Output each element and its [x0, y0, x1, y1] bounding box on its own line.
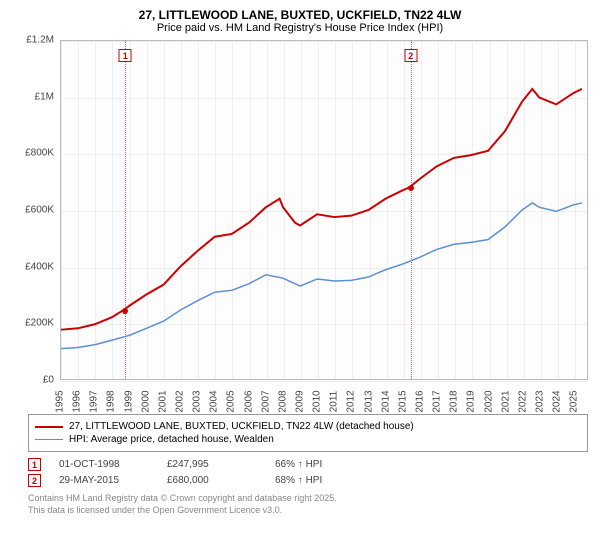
x-tick-label: 2009: [295, 390, 306, 412]
event-delta: 66% ↑ HPI: [275, 459, 365, 470]
chart-subtitle: Price paid vs. HM Land Registry's House …: [10, 22, 590, 34]
x-tick-label: 2005: [226, 390, 237, 412]
event-date: 01-OCT-1998: [59, 459, 149, 470]
x-tick-label: 1997: [89, 390, 100, 412]
legend: 27, LITTLEWOOD LANE, BUXTED, UCKFIELD, T…: [28, 414, 588, 452]
x-tick-label: 2024: [552, 390, 563, 412]
event-price: £680,000: [167, 475, 257, 486]
event-point: [408, 185, 414, 191]
event-table: 1 01-OCT-1998 £247,995 66% ↑ HPI 2 29-MAY-201…: [28, 458, 588, 487]
x-tick-label: 2002: [175, 390, 186, 412]
x-tick-label: 2006: [243, 390, 254, 412]
x-tick-label: 1999: [123, 390, 134, 412]
y-tick-label: £1M: [35, 91, 54, 102]
x-tick-label: 1998: [106, 390, 117, 412]
x-tick-label: 2012: [346, 390, 357, 412]
footer-line-2: This data is licensed under the Open Gov…: [28, 505, 588, 517]
event-table-row: 2 29-MAY-2015 £680,000 68% ↑ HPI: [28, 474, 588, 487]
event-marker: 1: [119, 49, 132, 62]
x-tick-label: 2013: [363, 390, 374, 412]
series-hpi: [61, 203, 582, 349]
x-tick-label: 2015: [397, 390, 408, 412]
legend-swatch: [35, 426, 63, 428]
event-delta: 68% ↑ HPI: [275, 475, 365, 486]
x-tick-label: 1995: [55, 390, 66, 412]
legend-row: HPI: Average price, detached house, Weal…: [35, 434, 581, 445]
event-date: 29-MAY-2015: [59, 475, 149, 486]
y-tick-label: £200K: [25, 318, 54, 329]
x-tick-label: 2007: [260, 390, 271, 412]
y-tick-label: £600K: [25, 205, 54, 216]
y-tick-label: £800K: [25, 148, 54, 159]
event-point: [122, 308, 128, 314]
x-tick-label: 2019: [466, 390, 477, 412]
x-tick-label: 2001: [157, 390, 168, 412]
y-tick-label: £1.2M: [26, 35, 54, 46]
footer: Contains HM Land Registry data © Crown c…: [28, 493, 588, 516]
plot-area: 12: [60, 40, 588, 380]
x-tick-label: 2022: [517, 390, 528, 412]
chart-container: 27, LITTLEWOOD LANE, BUXTED, UCKFIELD, T…: [0, 0, 600, 560]
event-price: £247,995: [167, 459, 257, 470]
chart-title: 27, LITTLEWOOD LANE, BUXTED, UCKFIELD, T…: [10, 8, 590, 22]
x-tick-label: 2003: [192, 390, 203, 412]
x-tick-label: 2020: [483, 390, 494, 412]
x-tick-label: 2017: [432, 390, 443, 412]
y-axis-labels: £0£200K£400K£600K£800K£1M£1.2M: [28, 40, 58, 380]
y-tick-label: £0: [43, 375, 54, 386]
series-price_paid: [61, 89, 582, 330]
x-tick-label: 1996: [72, 390, 83, 412]
x-tick-label: 2018: [449, 390, 460, 412]
legend-row: 27, LITTLEWOOD LANE, BUXTED, UCKFIELD, T…: [35, 421, 581, 432]
x-tick-label: 2021: [500, 390, 511, 412]
legend-label: HPI: Average price, detached house, Weal…: [69, 434, 274, 445]
x-tick-label: 2010: [312, 390, 323, 412]
line-series-svg: [61, 41, 587, 379]
x-tick-label: 2000: [140, 390, 151, 412]
x-tick-label: 2008: [277, 390, 288, 412]
x-tick-label: 2025: [569, 390, 580, 412]
event-badge: 1: [28, 458, 41, 471]
plot-wrap: £0£200K£400K£600K£800K£1M£1.2M 12 199519…: [28, 40, 588, 410]
legend-label: 27, LITTLEWOOD LANE, BUXTED, UCKFIELD, T…: [69, 421, 414, 432]
event-badge: 2: [28, 474, 41, 487]
footer-line-1: Contains HM Land Registry data © Crown c…: [28, 493, 588, 505]
legend-swatch: [35, 439, 63, 441]
event-table-row: 1 01-OCT-1998 £247,995 66% ↑ HPI: [28, 458, 588, 471]
x-tick-label: 2023: [535, 390, 546, 412]
x-tick-label: 2011: [329, 391, 340, 413]
x-tick-label: 2014: [380, 390, 391, 412]
x-tick-label: 2004: [209, 390, 220, 412]
x-tick-label: 2016: [415, 390, 426, 412]
y-tick-label: £400K: [25, 261, 54, 272]
x-axis-labels: 1995199619971998199920002001200220032004…: [60, 382, 588, 410]
event-marker: 2: [404, 49, 417, 62]
